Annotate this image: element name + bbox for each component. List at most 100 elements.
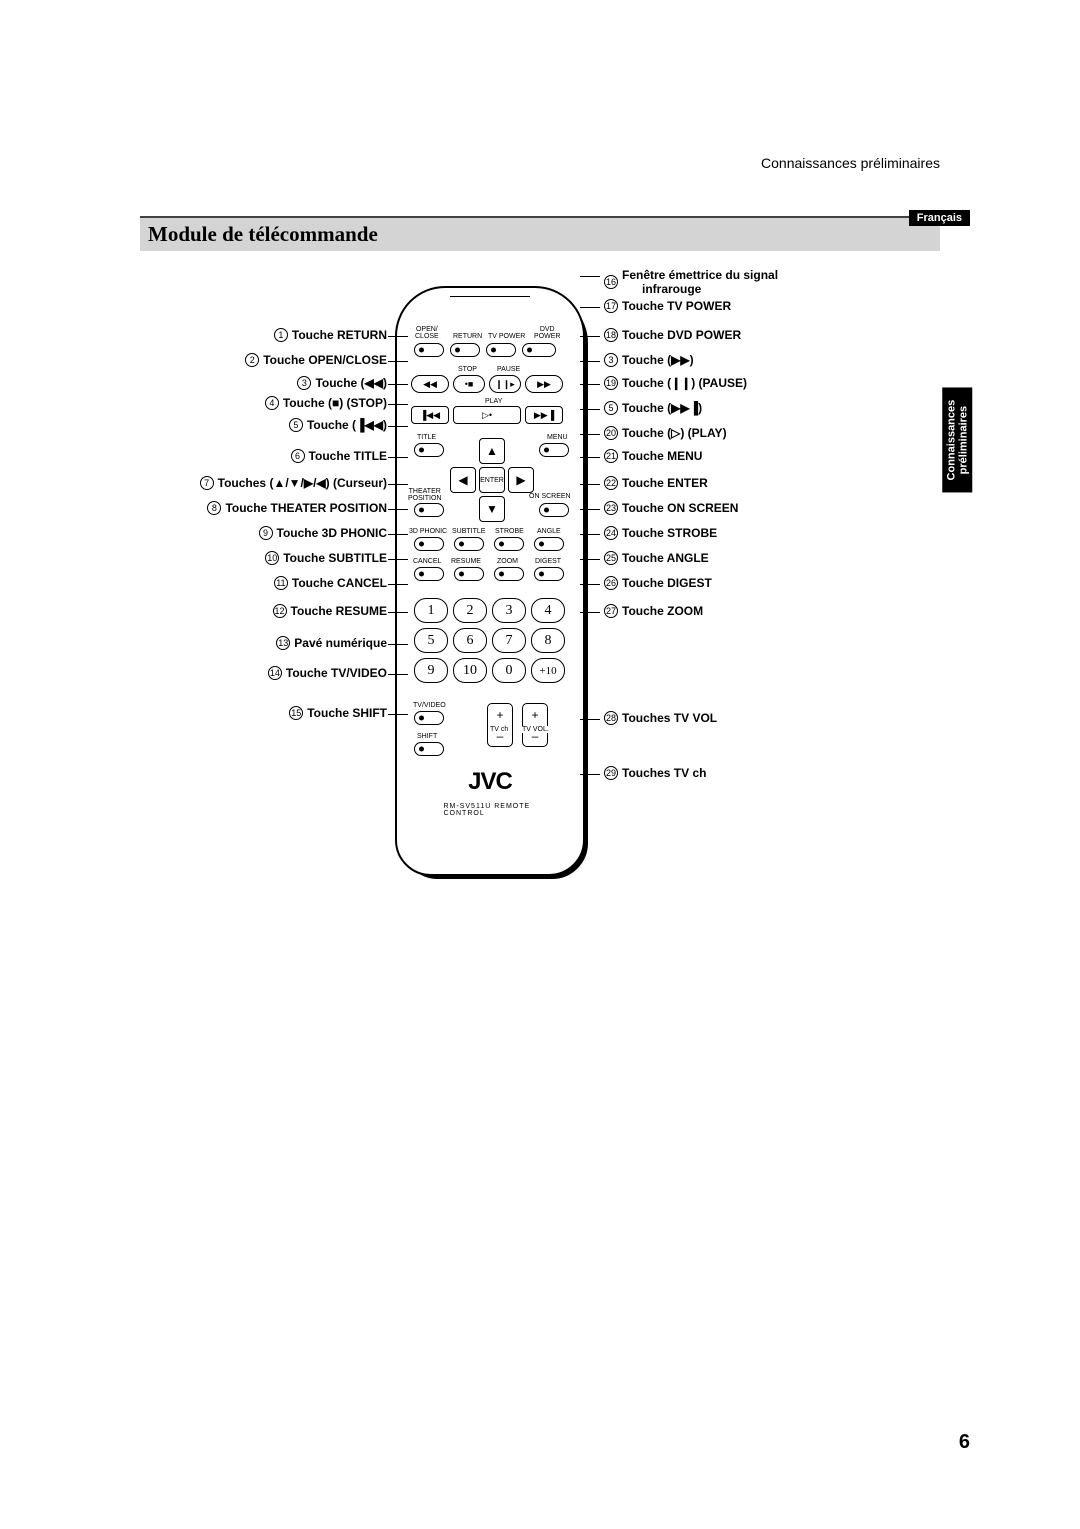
model-text: RM-SV511U REMOTE CONTROL: [444, 803, 537, 817]
callout-left-9: 9Touche 3D PHONIC: [255, 526, 387, 540]
btn-resume[interactable]: [454, 567, 484, 581]
label-zoom: ZOOM: [497, 558, 518, 565]
label-play: PLAY: [485, 398, 502, 405]
label-open-close: OPEN/CLOSE: [415, 326, 439, 340]
btn-tvpower[interactable]: [486, 343, 516, 357]
btn-left[interactable]: ◀: [450, 467, 476, 493]
callout-right-25: 25Touche ANGLE: [600, 551, 709, 565]
callout-left-13: 13Pavé numérique: [272, 636, 387, 650]
label-strobe: STROBE: [495, 528, 524, 535]
side-tab: Connaissances préliminaires: [943, 388, 973, 493]
callout-right-26: 26Touche DIGEST: [600, 576, 712, 590]
page-container: Connaissances préliminaires Français Con…: [140, 155, 940, 986]
btn-angle[interactable]: [534, 537, 564, 551]
callout-right-22: 22Touche ENTER: [600, 476, 708, 490]
btn-rew[interactable]: ◀◀: [411, 375, 449, 393]
btn-onscreen[interactable]: [539, 503, 569, 517]
btn-9[interactable]: 9: [414, 658, 448, 683]
callout-left-12: 12Touche RESUME: [269, 604, 387, 618]
callout-left-3: 3Touche (◀◀): [293, 376, 387, 390]
btn-10[interactable]: 10: [453, 658, 487, 683]
label-theater: THEATERPOSITION: [408, 488, 441, 502]
label-angle: ANGLE: [537, 528, 561, 535]
btn-7[interactable]: 7: [492, 628, 526, 653]
btn-subtitle[interactable]: [454, 537, 484, 551]
label-menu: MENU: [547, 434, 568, 441]
btn-strobe[interactable]: [494, 537, 524, 551]
callout-right-19: 19Touche (❙❙) (PAUSE): [600, 376, 747, 390]
label-digest: DIGEST: [535, 558, 561, 565]
side-tab-l2: préliminaires: [958, 406, 970, 474]
label-return: RETURN: [453, 333, 482, 340]
btn-prev[interactable]: ▐◀◀: [411, 406, 449, 424]
btn-right[interactable]: ▶: [508, 467, 534, 493]
btn-tvch[interactable]: + –: [487, 703, 513, 747]
remote-body: OPEN/CLOSE RETURN TV POWER DVDPOWER STOP…: [395, 286, 585, 876]
callout-right-17: 17Touche TV POWER: [600, 299, 731, 313]
btn-1[interactable]: 1: [414, 598, 448, 623]
btn-4[interactable]: 4: [531, 598, 565, 623]
btn-theater[interactable]: [414, 503, 444, 517]
btn-pause[interactable]: ❙❙▸: [489, 375, 521, 393]
btn-zoom[interactable]: [494, 567, 524, 581]
callout-left-2: 2Touche OPEN/CLOSE: [241, 353, 387, 367]
callout-right-21: 21Touche MENU: [600, 449, 702, 463]
label-dvdpower: DVDPOWER: [534, 326, 560, 340]
label-shift: SHIFT: [417, 733, 437, 740]
btn-menu[interactable]: [539, 443, 569, 457]
callout-right-27: 27Touche ZOOM: [600, 604, 703, 618]
btn-open-close[interactable]: [414, 343, 444, 357]
callout-right-3: 3Touche (▶▶): [600, 353, 694, 367]
btn-down[interactable]: ▼: [479, 496, 505, 522]
callout-right-24: 24Touche STROBE: [600, 526, 717, 540]
btn-digest[interactable]: [534, 567, 564, 581]
btn-next[interactable]: ▶▶▐: [525, 406, 563, 424]
btn-title[interactable]: [414, 443, 444, 457]
btn-6[interactable]: 6: [453, 628, 487, 653]
callout-left-10: 10Touche SUBTITLE: [261, 551, 387, 565]
btn-0[interactable]: 0: [492, 658, 526, 683]
btn-play[interactable]: ▷•: [453, 406, 521, 424]
label-tvvideo: TV/VIDEO: [413, 702, 446, 709]
btn-return[interactable]: [450, 343, 480, 357]
btn-8[interactable]: 8: [531, 628, 565, 653]
label-subtitle: SUBTITLE: [452, 528, 485, 535]
btn-5[interactable]: 5: [414, 628, 448, 653]
dpad: ▲ ◀ ENTER ▶ ▼: [450, 438, 534, 522]
diagram: OPEN/CLOSE RETURN TV POWER DVDPOWER STOP…: [140, 286, 940, 986]
btn-tvvol[interactable]: + –: [522, 703, 548, 747]
numpad: 1 2 3 4 5 6 7 8 9 10 0 +10: [414, 598, 572, 688]
label-resume: RESUME: [451, 558, 481, 565]
label-tvvol: TV VOL.: [522, 726, 549, 733]
label-tvpower: TV POWER: [488, 333, 525, 340]
language-tag: Français: [909, 210, 970, 226]
btn-cancel[interactable]: [414, 567, 444, 581]
btn-3[interactable]: 3: [492, 598, 526, 623]
callout-right-18: 18Touche DVD POWER: [600, 328, 741, 342]
btn-3dphonic[interactable]: [414, 537, 444, 551]
page-number: 6: [959, 1431, 970, 1454]
label-stop: STOP: [458, 366, 477, 373]
callout-right-5: 5Touche (▶▶▐): [600, 401, 702, 415]
label-title: TITLE: [417, 434, 436, 441]
btn-up[interactable]: ▲: [479, 438, 505, 464]
btn-enter[interactable]: ENTER: [479, 467, 505, 493]
btn-tvvideo[interactable]: [414, 711, 444, 725]
page-title: Module de télécommande: [148, 222, 932, 247]
callout-left-11: 11Touche CANCEL: [270, 576, 387, 590]
btn-stop[interactable]: •■: [453, 375, 485, 393]
btn-shift[interactable]: [414, 742, 444, 756]
callout-right-29: 29Touches TV ch: [600, 766, 706, 780]
btn-dvdpower[interactable]: [522, 343, 556, 357]
callout-left-8: 8Touche THEATER POSITION: [203, 501, 387, 515]
callout-left-14: 14Touche TV/VIDEO: [264, 666, 387, 680]
label-pause: PAUSE: [497, 366, 520, 373]
side-tab-l1: Connaissances: [946, 400, 958, 481]
ir-window: [450, 287, 530, 297]
callout-right-16: 16Fenêtre émettrice du signalinfrarouge: [600, 268, 778, 296]
callout-left-1: 1Touche RETURN: [270, 328, 387, 342]
btn-ff[interactable]: ▶▶: [525, 375, 563, 393]
callout-left-15: 15Touche SHIFT: [285, 706, 387, 720]
btn-2[interactable]: 2: [453, 598, 487, 623]
btn-plus10[interactable]: +10: [531, 658, 565, 683]
